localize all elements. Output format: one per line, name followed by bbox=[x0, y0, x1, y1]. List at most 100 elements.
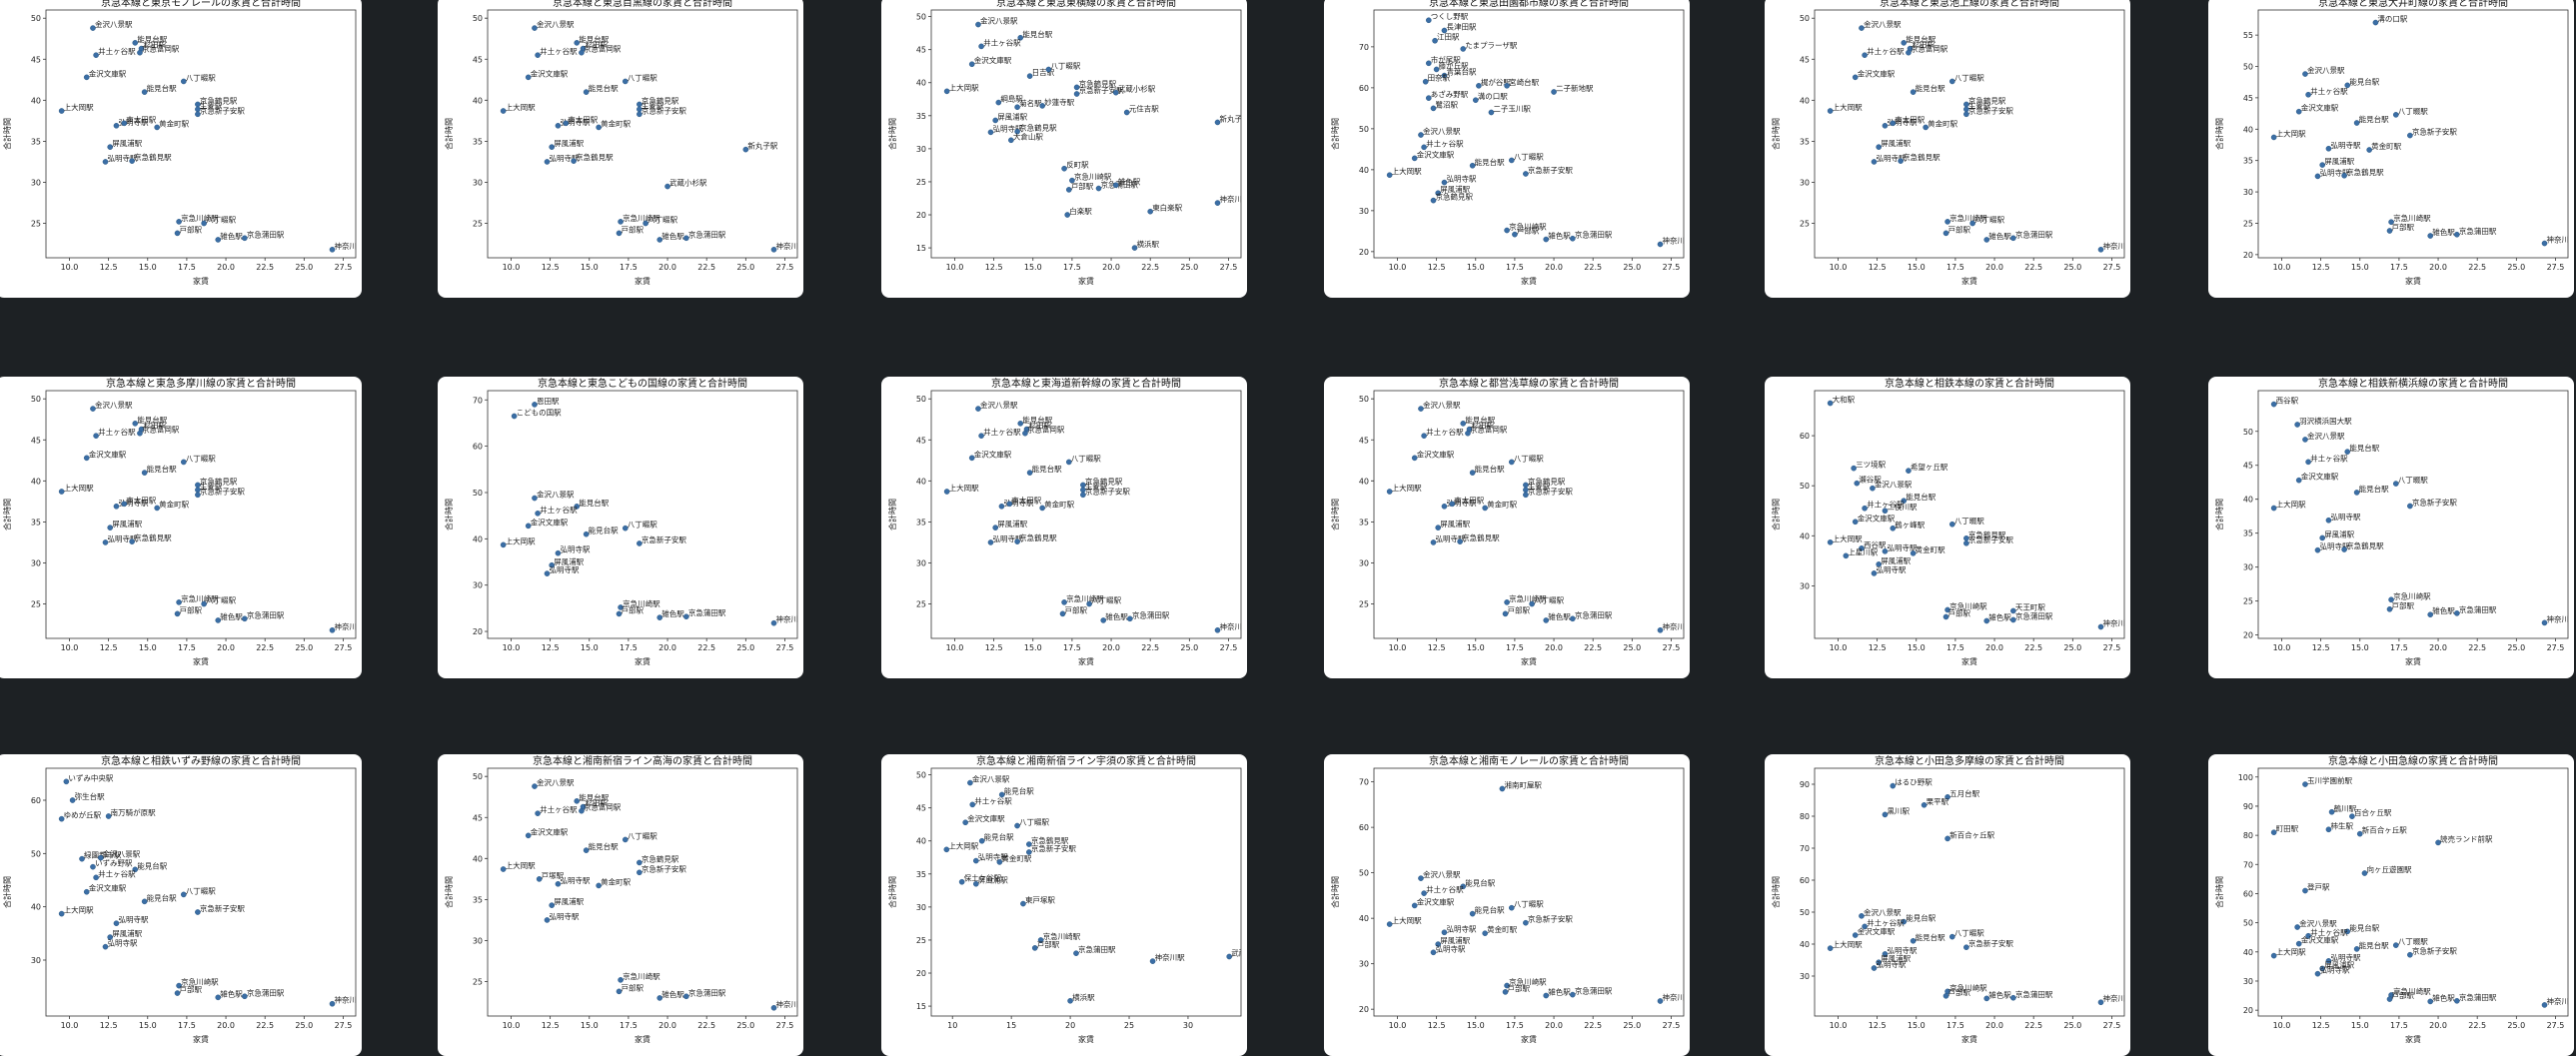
scatter-plot-7: 京急本線と東急こどもの国線の家賃と合計時間 10.0 12.5 15.0 17.5 20.… bbox=[444, 377, 798, 666]
y-tick-label: 40 bbox=[473, 854, 483, 863]
data-point bbox=[141, 89, 148, 95]
x-axis-label: 家賃 bbox=[1078, 276, 1094, 286]
x-tick-label: 22.5 bbox=[256, 643, 274, 652]
data-point bbox=[2386, 605, 2393, 612]
data-point bbox=[1851, 465, 1857, 472]
chart-title: 京急本線と小田急多摩線の家賃と合計時間 bbox=[1875, 754, 2064, 767]
x-tick-label: 25.0 bbox=[736, 1021, 754, 1030]
data-point bbox=[975, 21, 981, 28]
point-label: 武蔵小杉駅 bbox=[1231, 947, 1247, 957]
data-point bbox=[1064, 212, 1071, 218]
point-label: 戸部駅 bbox=[1948, 224, 1971, 234]
point-label: 弘明寺駅 bbox=[992, 534, 1022, 543]
data-point bbox=[2341, 172, 2347, 179]
data-point bbox=[555, 549, 562, 556]
point-label: 藤が丘駅 bbox=[1439, 60, 1469, 70]
point-label: 八丁畷駅 bbox=[186, 453, 216, 463]
point-label: 弘明寺駅 bbox=[1887, 543, 1917, 552]
data-point bbox=[2407, 132, 2413, 139]
point-label: 戸部駅 bbox=[1508, 983, 1531, 993]
data-point bbox=[1910, 937, 1917, 944]
data-point bbox=[1061, 165, 1067, 172]
data-point bbox=[969, 801, 976, 808]
point-label: 能見台駅 bbox=[2349, 76, 2379, 86]
data-point bbox=[2270, 134, 2277, 141]
data-point bbox=[1923, 124, 1929, 131]
point-label: 京急川崎駅 bbox=[181, 977, 219, 987]
point-label: 八丁畷駅 bbox=[186, 72, 216, 82]
point-label: 弘明寺駅 bbox=[1876, 960, 1906, 969]
point-label: 金沢八景駅 bbox=[1864, 907, 1902, 917]
data-point bbox=[1504, 83, 1510, 89]
data-point bbox=[113, 122, 120, 129]
x-tick-label: 25.0 bbox=[295, 1021, 313, 1030]
data-point bbox=[1418, 406, 1424, 412]
point-label: 金沢八景駅 bbox=[95, 400, 133, 410]
point-label: 能見台駅 bbox=[1906, 913, 1935, 923]
data-point bbox=[563, 120, 570, 127]
y-tick-label: 20 bbox=[2243, 1006, 2253, 1015]
chart-title: 京急本線と東急東横線の家賃と合計時間 bbox=[996, 0, 1176, 9]
x-tick-label: 10.0 bbox=[1389, 643, 1407, 652]
point-label: 戸部駅 bbox=[1065, 604, 1088, 614]
data-point bbox=[1963, 944, 1969, 950]
point-label: 能見台駅 bbox=[147, 464, 177, 474]
y-tick-label: 45 bbox=[473, 813, 483, 822]
point-label: 日吉駅 bbox=[1032, 68, 1055, 77]
point-label: 能見台駅 bbox=[1004, 785, 1034, 795]
data-point bbox=[58, 910, 65, 917]
x-tick-label: 15.0 bbox=[581, 643, 599, 652]
x-tick-label: 25.0 bbox=[1623, 643, 1641, 652]
y-tick-label: 30 bbox=[1800, 178, 1810, 187]
point-label: 金沢文庫駅 bbox=[89, 68, 127, 78]
scatter-plot-10: 京急本線と相鉄本線の家賃と合計時間 10.0 12.5 15.0 17.5 20.0 22.… bbox=[1771, 377, 2125, 666]
point-label: 金沢八景駅 bbox=[103, 849, 141, 859]
data-point bbox=[2392, 942, 2399, 948]
chart-card-2: 京急本線と東急東横線の家賃と合計時間 10.0 12.5 15.0 17.5 20.0 22… bbox=[881, 0, 1247, 298]
data-point bbox=[1460, 46, 1467, 52]
point-label: 弘明寺駅 bbox=[1003, 499, 1033, 508]
data-point bbox=[549, 902, 555, 908]
point-label: 戸部駅 bbox=[622, 224, 644, 234]
data-point bbox=[242, 993, 248, 1000]
y-tick-label: 70 bbox=[1359, 778, 1369, 787]
data-point bbox=[1022, 430, 1028, 437]
data-point bbox=[532, 783, 538, 789]
data-point bbox=[1942, 230, 1949, 237]
data-point bbox=[1890, 782, 1897, 789]
x-axis-label: 家賃 bbox=[1521, 276, 1537, 286]
chart-title: 京急本線と湘南新宿ライン宇須の家賃と合計時間 bbox=[976, 754, 1196, 767]
data-point bbox=[69, 797, 76, 803]
plot-frame bbox=[1814, 9, 2125, 259]
point-label: 黄金町駅 bbox=[1916, 544, 1945, 554]
x-tick-label: 10.0 bbox=[2273, 263, 2291, 272]
y-tick-label: 50 bbox=[916, 13, 926, 22]
y-tick-label: 30 bbox=[473, 581, 483, 590]
x-tick-label: 12.5 bbox=[542, 643, 560, 652]
x-tick-label: 12.5 bbox=[2312, 643, 2330, 652]
point-label: 京急新子安駅 bbox=[2412, 127, 2457, 137]
point-label: 京急蒲田駅 bbox=[2459, 992, 2497, 1002]
data-point bbox=[622, 525, 629, 531]
data-point bbox=[1386, 172, 1393, 178]
point-label: 雑色駅 bbox=[661, 231, 684, 241]
chart-card-5: 京急本線と東急大井町線の家賃と合計時間 10.0 12.5 15.0 17.5 20.0 2… bbox=[2208, 0, 2574, 298]
point-label: 綱島駅 bbox=[1000, 94, 1023, 104]
data-point bbox=[1433, 66, 1440, 73]
point-label: つくし野駅 bbox=[1431, 12, 1469, 21]
point-label: 能見台駅 bbox=[137, 415, 167, 425]
point-label: 能見台駅 bbox=[1916, 83, 1945, 93]
data-point bbox=[1095, 185, 1102, 192]
data-point bbox=[616, 610, 623, 617]
point-label: 京急川崎駅 bbox=[623, 213, 660, 223]
x-tick-label: 27.5 bbox=[2547, 1021, 2565, 1030]
y-axis-label: 合計時間 bbox=[2214, 876, 2224, 908]
x-tick-label: 20.0 bbox=[2429, 643, 2447, 652]
point-label: 弘明寺駅 bbox=[2319, 966, 2350, 975]
point-label: 上大岡駅 bbox=[1833, 939, 1863, 949]
point-label: 雑色駅 bbox=[661, 608, 684, 618]
data-point bbox=[1031, 945, 1038, 951]
